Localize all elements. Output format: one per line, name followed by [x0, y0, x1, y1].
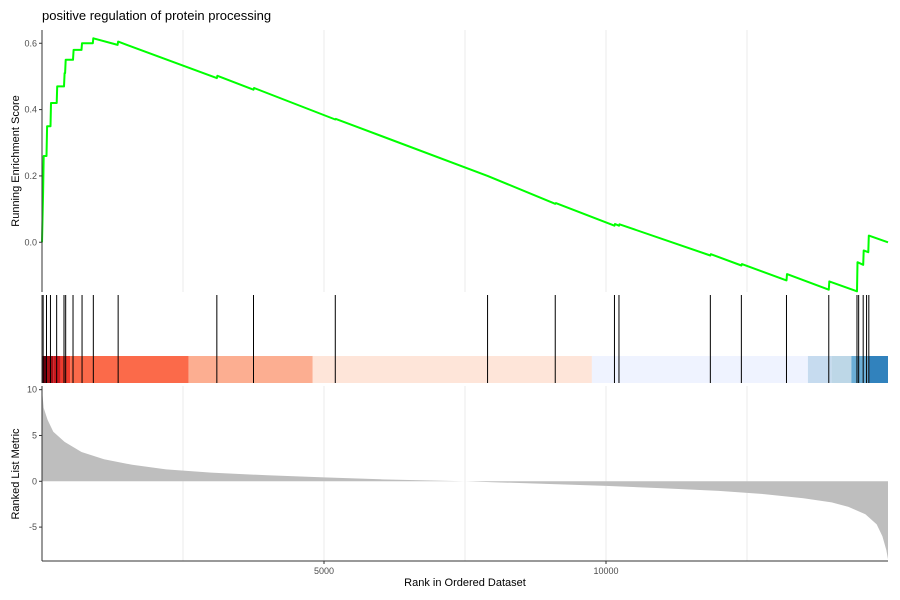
running-es-line — [41, 37, 889, 293]
ranking-color-bar — [42, 356, 888, 383]
ranking-band — [851, 356, 869, 383]
chart-title: positive regulation of protein processin… — [42, 8, 271, 23]
ranked-metric-panel: -5 0 5 10 5000 10000 Ranked List Metric Rank… — [10, 385, 888, 589]
ranking-band — [188, 356, 313, 383]
es-y-tick-label: 0.0 — [24, 237, 37, 247]
metric-y-tick-label: 10 — [27, 385, 37, 395]
ranking-band — [831, 356, 852, 383]
es-y-tick-label: 0.6 — [24, 38, 37, 48]
ranking-band — [868, 356, 888, 383]
x-tick-label: 10000 — [593, 566, 618, 576]
hits-panel — [41, 295, 888, 383]
ranking-band — [312, 356, 592, 383]
gene-hit-lines — [42, 295, 870, 383]
metric-y-axis-title: Ranked List Metric — [10, 428, 22, 520]
x-ticks: 5000 10000 — [314, 561, 619, 576]
es-y-axis-title: Running Enrichment Score — [10, 95, 22, 226]
x-tick-label: 5000 — [314, 566, 334, 576]
ranking-band — [42, 356, 47, 383]
ranking-band — [46, 356, 54, 383]
es-y-tick-label: 0.4 — [24, 105, 37, 115]
es-y-tick-label: 0.2 — [24, 171, 37, 181]
ranked-metric-area — [42, 389, 888, 560]
metric-y-ticks: -5 0 5 10 — [27, 385, 42, 532]
ranking-band — [70, 356, 189, 383]
metric-y-tick-label: 5 — [32, 430, 37, 440]
metric-y-tick-label: 0 — [32, 476, 37, 486]
ranking-band — [591, 356, 808, 383]
ranking-band — [807, 356, 832, 383]
running-es-panel: 0.0 0.2 0.4 0.6 Running Enrichment Score — [10, 30, 889, 293]
x-axis-title: Rank in Ordered Dataset — [404, 577, 526, 589]
metric-gridlines — [182, 386, 748, 561]
es-gridlines — [182, 30, 748, 292]
metric-y-tick-label: -5 — [29, 522, 37, 532]
es-y-ticks: 0.0 0.2 0.4 0.6 — [24, 38, 42, 247]
